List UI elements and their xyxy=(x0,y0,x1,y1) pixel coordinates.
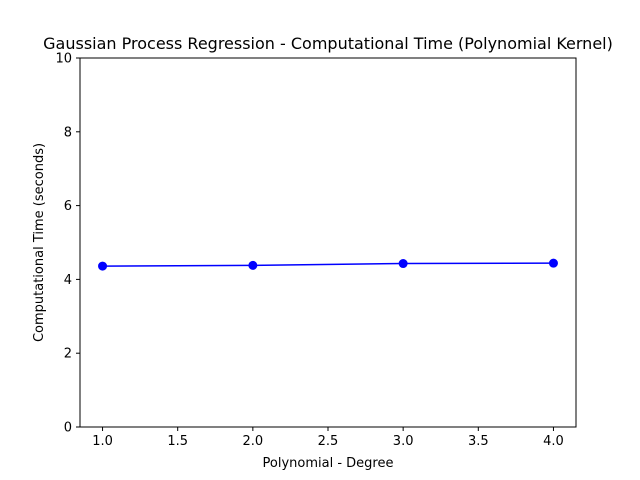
y-tick-label: 0 xyxy=(64,421,72,436)
x-tick-label: 3.5 xyxy=(468,434,489,449)
y-tick-label: 8 xyxy=(64,125,72,140)
x-tick-label: 4.0 xyxy=(543,434,564,449)
x-tick-label: 1.5 xyxy=(167,434,188,449)
x-axis-ticks: 1.0 1.5 2.0 2.5 3.0 3.5 4.0 xyxy=(92,427,564,449)
y-tick-label: 6 xyxy=(64,199,72,214)
series-line xyxy=(102,262,554,267)
x-tick-label: 2.5 xyxy=(318,434,339,449)
plot-area-frame xyxy=(79,57,577,428)
series-layer xyxy=(98,258,558,271)
y-tick-label: 10 xyxy=(55,52,72,67)
data-point xyxy=(398,259,408,269)
chart-title: Gaussian Process Regression - Computatio… xyxy=(43,34,613,53)
x-axis-label: Polynomial - Degree xyxy=(263,456,394,471)
data-point xyxy=(98,261,108,271)
y-axis-ticks: 0 2 4 6 8 10 xyxy=(55,52,80,436)
data-point xyxy=(548,258,558,268)
y-tick-label: 4 xyxy=(64,273,72,288)
data-point xyxy=(248,260,258,270)
x-tick-label: 3.0 xyxy=(393,434,414,449)
x-tick-label: 1.0 xyxy=(92,434,113,449)
y-tick-label: 2 xyxy=(64,347,72,362)
x-tick-label: 2.0 xyxy=(243,434,264,449)
y-axis-label: Computational Time (seconds) xyxy=(32,143,47,342)
